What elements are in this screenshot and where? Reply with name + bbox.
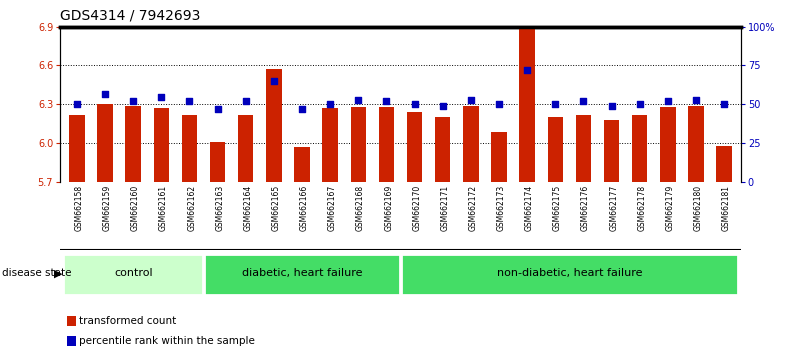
- Bar: [435, 118, 450, 182]
- FancyBboxPatch shape: [63, 253, 203, 295]
- Point: [634, 102, 646, 107]
- Text: GSM662174: GSM662174: [525, 185, 533, 231]
- Bar: [688, 106, 703, 182]
- Bar: [126, 106, 141, 182]
- Text: GSM662178: GSM662178: [638, 185, 646, 231]
- Point: [437, 103, 449, 109]
- Text: disease state: disease state: [2, 268, 71, 278]
- Text: GSM662160: GSM662160: [131, 185, 140, 231]
- Text: GSM662172: GSM662172: [469, 185, 477, 231]
- Text: GSM662163: GSM662163: [215, 185, 224, 231]
- Text: GSM662167: GSM662167: [328, 185, 337, 231]
- Point: [352, 97, 364, 103]
- Bar: [182, 115, 197, 182]
- FancyBboxPatch shape: [401, 253, 738, 295]
- Text: GDS4314 / 7942693: GDS4314 / 7942693: [60, 8, 200, 23]
- Point: [296, 106, 308, 112]
- Text: GSM662166: GSM662166: [300, 185, 308, 231]
- Point: [70, 102, 83, 107]
- Text: GSM662170: GSM662170: [413, 185, 421, 231]
- Point: [690, 97, 702, 103]
- Point: [155, 94, 167, 99]
- Text: GSM662169: GSM662169: [384, 185, 393, 231]
- Text: GSM662161: GSM662161: [159, 185, 168, 231]
- Bar: [604, 120, 619, 182]
- Text: percentile rank within the sample: percentile rank within the sample: [79, 336, 255, 346]
- Text: GSM662177: GSM662177: [610, 185, 618, 231]
- Bar: [632, 115, 647, 182]
- Text: GSM662162: GSM662162: [187, 185, 196, 231]
- Point: [662, 98, 674, 104]
- FancyBboxPatch shape: [204, 253, 400, 295]
- Bar: [98, 104, 113, 182]
- Bar: [154, 108, 169, 182]
- Text: GSM662159: GSM662159: [103, 185, 112, 231]
- Bar: [210, 142, 225, 182]
- Point: [99, 91, 111, 96]
- Point: [127, 98, 139, 104]
- Point: [183, 98, 196, 104]
- Bar: [323, 108, 338, 182]
- Text: GSM662176: GSM662176: [581, 185, 590, 231]
- Point: [718, 102, 731, 107]
- Point: [549, 102, 562, 107]
- Bar: [67, 336, 76, 346]
- Text: GSM662165: GSM662165: [272, 185, 280, 231]
- Text: non-diabetic, heart failure: non-diabetic, heart failure: [497, 268, 642, 278]
- Point: [577, 98, 590, 104]
- Bar: [576, 115, 591, 182]
- Point: [493, 102, 505, 107]
- Bar: [266, 69, 282, 182]
- Bar: [716, 146, 732, 182]
- Point: [211, 106, 224, 112]
- Point: [409, 102, 421, 107]
- Bar: [379, 107, 394, 182]
- Text: diabetic, heart failure: diabetic, heart failure: [242, 268, 362, 278]
- Bar: [491, 132, 507, 182]
- Bar: [351, 107, 366, 182]
- Bar: [463, 106, 478, 182]
- Text: GSM662164: GSM662164: [244, 185, 252, 231]
- Text: GSM662180: GSM662180: [694, 185, 702, 231]
- Text: ▶: ▶: [54, 268, 63, 278]
- Point: [268, 78, 280, 84]
- Text: control: control: [114, 268, 152, 278]
- Text: transformed count: transformed count: [79, 316, 176, 326]
- Text: GSM662179: GSM662179: [666, 185, 674, 231]
- Point: [380, 98, 392, 104]
- Text: GSM662175: GSM662175: [553, 185, 562, 231]
- Bar: [548, 118, 563, 182]
- Bar: [660, 107, 675, 182]
- Point: [465, 97, 477, 103]
- Text: GSM662173: GSM662173: [497, 185, 505, 231]
- Bar: [69, 115, 85, 182]
- Bar: [238, 115, 253, 182]
- Text: GSM662171: GSM662171: [441, 185, 449, 231]
- Text: GSM662158: GSM662158: [74, 185, 84, 231]
- Point: [521, 67, 533, 73]
- Bar: [67, 316, 76, 326]
- Point: [605, 103, 618, 109]
- Bar: [294, 147, 310, 182]
- Text: GSM662181: GSM662181: [722, 185, 731, 231]
- Bar: [519, 29, 535, 182]
- Text: GSM662168: GSM662168: [356, 185, 365, 231]
- Point: [324, 102, 336, 107]
- Point: [239, 98, 252, 104]
- Bar: [407, 112, 422, 182]
